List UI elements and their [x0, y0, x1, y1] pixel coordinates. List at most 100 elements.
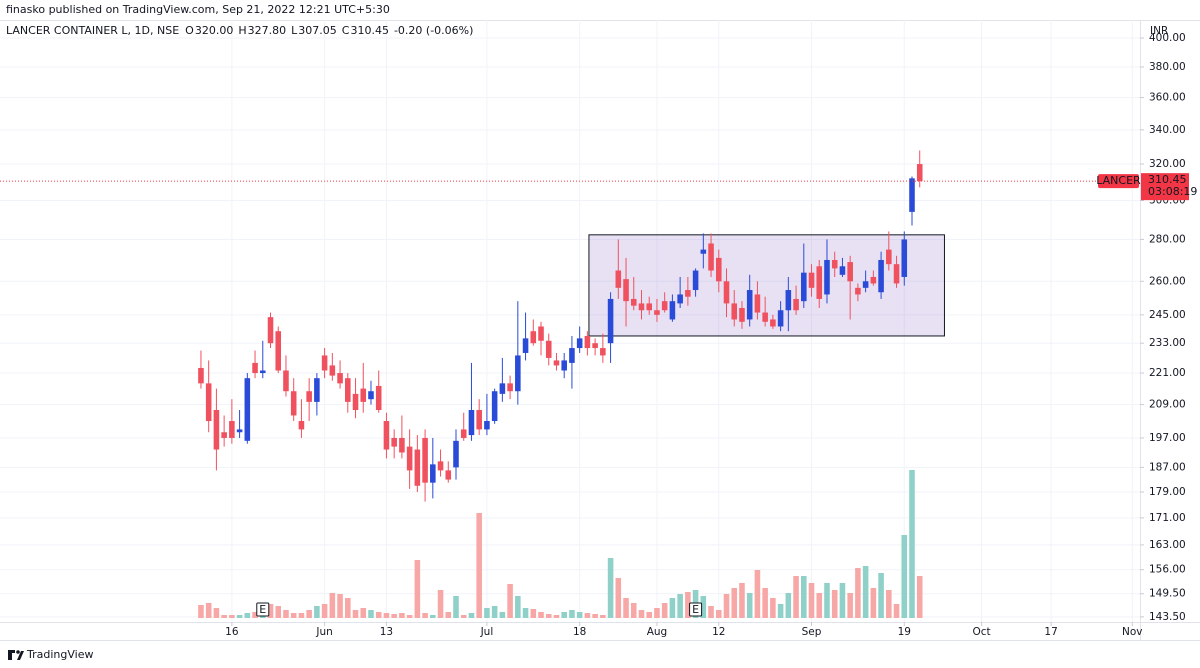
- volume-bar: [916, 576, 923, 618]
- candle-body: [692, 270, 699, 291]
- candle-body: [731, 303, 738, 320]
- volume-bar: [886, 590, 892, 618]
- candle-body: [762, 312, 768, 322]
- candle-body: [909, 178, 915, 212]
- volume-bar: [723, 594, 730, 618]
- candle-body: [275, 331, 282, 371]
- volume-bar: [808, 583, 815, 618]
- volume-bar: [290, 613, 297, 618]
- candle-body: [646, 303, 653, 311]
- volume-bar: [375, 612, 382, 618]
- volume-bar: [515, 596, 521, 618]
- candle-body: [677, 294, 683, 304]
- volume-bar: [468, 613, 475, 618]
- candle-body: [746, 290, 753, 320]
- logo-dot: [16, 650, 20, 654]
- candle-body: [205, 383, 212, 422]
- volume-bar: [491, 606, 498, 618]
- y-tick-label: 245.00: [1149, 309, 1186, 321]
- volume-bar: [499, 612, 506, 618]
- event-marker: [689, 602, 703, 617]
- volume-bar: [831, 590, 838, 618]
- candle-body: [491, 391, 498, 422]
- candle-body: [252, 362, 258, 374]
- volume-bar: [754, 570, 761, 618]
- volume-bar: [801, 576, 807, 618]
- candle-body: [700, 249, 707, 254]
- x-tick-label: Oct: [972, 626, 990, 638]
- volume-bar: [855, 568, 861, 618]
- y-tick-label: 360.00: [1149, 92, 1186, 104]
- candle-body: [368, 391, 374, 400]
- x-tick-label: 17: [1044, 626, 1057, 638]
- volume-bar: [715, 610, 722, 618]
- volume-bar: [368, 610, 374, 618]
- y-tick-label: 156.00: [1149, 564, 1186, 576]
- volume-bar: [321, 604, 328, 618]
- volume-bar: [205, 603, 212, 618]
- candle-body: [708, 243, 714, 271]
- volume-bar: [576, 612, 583, 618]
- y-tick-label: 179.00: [1149, 486, 1186, 498]
- volume-bar: [360, 608, 367, 618]
- candle-body: [321, 355, 328, 371]
- volume-bar: [198, 605, 204, 618]
- volume-bar: [445, 612, 452, 618]
- y-tick-label: 197.00: [1149, 432, 1186, 444]
- candle-body: [430, 464, 436, 483]
- x-tick-label: 19: [898, 626, 911, 638]
- candle-body: [754, 294, 761, 313]
- candle-body: [507, 383, 513, 392]
- x-tick-label: Nov: [1122, 626, 1143, 638]
- candle-body: [198, 367, 204, 384]
- candle-body: [337, 373, 343, 384]
- y-tick-label: 380.00: [1149, 61, 1186, 73]
- candle-body: [862, 281, 869, 288]
- volume-bar: [739, 583, 745, 618]
- candle-body: [808, 272, 815, 288]
- legend-key: H: [238, 24, 246, 37]
- volume-bar: [453, 596, 459, 618]
- candle-body: [715, 257, 722, 282]
- y-tick-label: 320.00: [1149, 158, 1186, 170]
- volume-bar: [893, 604, 900, 618]
- volume-bar: [229, 615, 235, 618]
- x-tick-label: Aug: [647, 626, 668, 638]
- candle-body: [793, 298, 799, 311]
- volume-bar: [816, 593, 823, 618]
- candle-body: [661, 301, 668, 311]
- volume-bar: [391, 614, 397, 618]
- volume-bar: [731, 588, 738, 618]
- symbol-tag-bg: [1098, 174, 1139, 189]
- candle-body: [623, 279, 629, 302]
- logo-mark: [17, 651, 24, 660]
- candle-body: [391, 437, 397, 447]
- candle-body: [259, 370, 266, 374]
- y-tick-label: 233.00: [1149, 337, 1186, 349]
- publish-header: finasko published on TradingView.com, Se…: [6, 3, 390, 16]
- footer-brand: TradingView: [26, 648, 93, 661]
- x-tick-label: Jun: [315, 626, 332, 638]
- legend-value: 310.45: [350, 24, 389, 37]
- candle-body: [723, 281, 730, 304]
- volume-bar: [793, 576, 799, 618]
- candle-body: [654, 310, 660, 315]
- candle-body: [345, 378, 351, 402]
- candle-body: [484, 421, 490, 430]
- candle-body: [445, 470, 452, 480]
- candle-body: [522, 338, 529, 353]
- volume-bar: [870, 588, 877, 618]
- volume-bar: [600, 615, 606, 618]
- volume-bar: [430, 615, 436, 618]
- volume-bar: [476, 513, 482, 618]
- candle-body: [893, 264, 900, 284]
- event-label: E: [259, 603, 266, 616]
- legend-key: O: [185, 24, 194, 37]
- candle-body: [229, 421, 235, 438]
- candle-body: [267, 317, 274, 344]
- volume-bar: [615, 578, 622, 618]
- volume-bar: [677, 594, 683, 618]
- legend-change: -0.20 (-0.06%): [394, 24, 473, 37]
- volume-bar: [654, 608, 660, 618]
